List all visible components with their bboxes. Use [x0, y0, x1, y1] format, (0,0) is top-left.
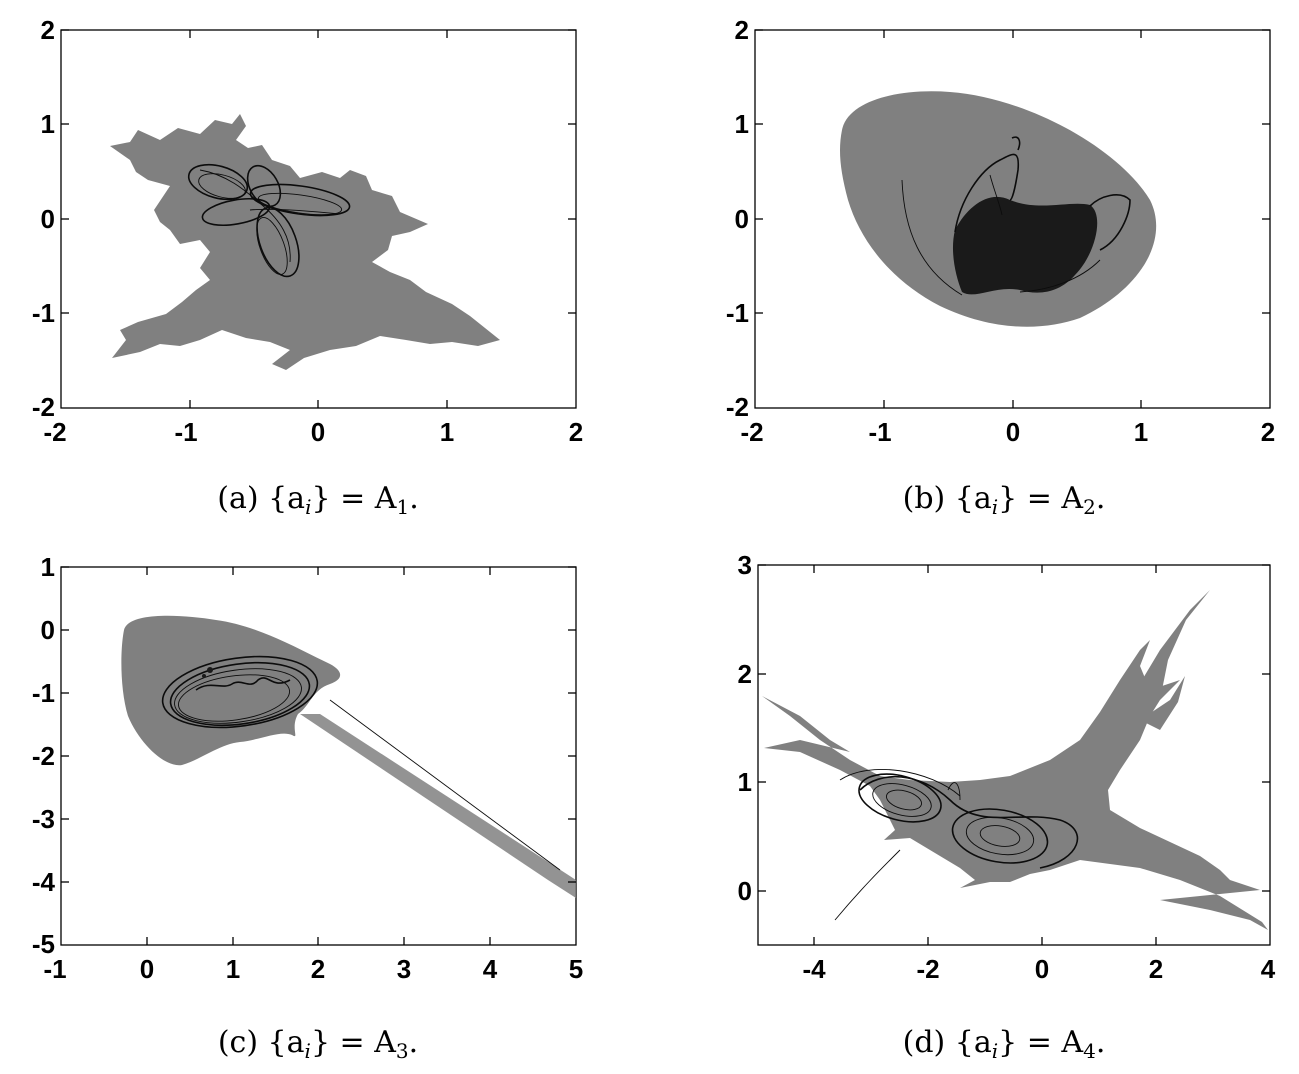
y-tick-label: 3 — [738, 550, 752, 580]
y-tick-label: -1 — [32, 678, 55, 708]
x-tick-label: -1 — [43, 954, 66, 984]
x-tick-label: -2 — [740, 417, 763, 447]
panel-c: 1 0 -1 -2 -3 -4 -5 -1 0 1 2 3 4 5 (c) {a… — [32, 552, 583, 1063]
x-tick-label: 1 — [1134, 417, 1148, 447]
y-tick-label: 2 — [41, 15, 55, 45]
y-tick-label: 0 — [41, 204, 55, 234]
caption-b: (b) {ai} = A2. — [903, 481, 1106, 519]
x-tick-label: 0 — [1035, 954, 1049, 984]
x-tick-label: 1 — [440, 417, 454, 447]
x-tick-label: 0 — [311, 417, 325, 447]
y-tick-label: -1 — [32, 298, 55, 328]
x-tick-label: 5 — [569, 954, 583, 984]
x-tick-label: 4 — [483, 954, 498, 984]
y-tick-label: 2 — [735, 15, 749, 45]
y-tick-label: -2 — [32, 392, 55, 422]
y-tick-label: -2 — [726, 392, 749, 422]
caption-c: (c) {ai} = A3. — [218, 1025, 418, 1063]
attractor-a — [187, 163, 351, 278]
caption-d: (d) {ai} = A4. — [903, 1025, 1106, 1063]
x-tick-label: -1 — [868, 417, 891, 447]
x-tick-label: -4 — [802, 954, 826, 984]
caption-a: (a) {ai} = A1. — [217, 481, 418, 519]
y-tick-label: -2 — [32, 741, 55, 771]
y-tick-label: -5 — [32, 929, 55, 959]
x-tick-label: 0 — [1006, 417, 1020, 447]
x-tick-label: 4 — [1261, 954, 1276, 984]
x-tick-label: -2 — [916, 954, 939, 984]
ticks-b — [755, 29, 1270, 408]
x-tick-label: 2 — [569, 417, 583, 447]
y-tick-label: -1 — [726, 298, 749, 328]
y-tick-label: 1 — [735, 109, 749, 139]
y-tick-label: 2 — [738, 659, 752, 689]
y-tick-label: 1 — [41, 552, 55, 582]
panel-d: 3 2 1 0 -4 -2 0 2 4 (d) {ai} = A4. — [738, 550, 1276, 1063]
panel-a: 2 1 0 -1 -2 -2 -1 0 1 2 (a) {ai} = A1. — [32, 15, 583, 519]
x-tick-label: -2 — [43, 417, 66, 447]
basin-tail-c — [300, 714, 576, 898]
x-tick-label: 2 — [311, 954, 325, 984]
x-tick-label: -1 — [174, 417, 197, 447]
y-tick-label: 0 — [41, 615, 55, 645]
ticks-d — [758, 564, 1270, 945]
x-tick-label: 2 — [1261, 417, 1275, 447]
basin-shape-a — [110, 114, 500, 370]
y-tick-label: -4 — [32, 867, 56, 897]
y-tick-label: -3 — [32, 804, 55, 834]
y-tick-label: 1 — [41, 109, 55, 139]
basin-shape-c — [121, 615, 341, 766]
basin-shape-d — [762, 640, 1268, 930]
y-tick-label: 0 — [735, 204, 749, 234]
x-tick-label: 3 — [397, 954, 411, 984]
attractor-c — [161, 655, 319, 729]
x-tick-label: 1 — [226, 954, 240, 984]
panel-b: 2 1 0 -1 -2 -2 -1 0 1 2 (b) {ai} = A2. — [726, 15, 1275, 519]
y-tick-label: 0 — [738, 876, 752, 906]
attractor-d — [839, 769, 1079, 869]
ticks-c — [61, 566, 576, 945]
x-tick-label: 2 — [1149, 954, 1163, 984]
ticks-a — [61, 29, 576, 408]
attractor-b — [901, 136, 1131, 296]
x-tick-label: 0 — [140, 954, 154, 984]
y-tick-label: 1 — [738, 767, 752, 797]
